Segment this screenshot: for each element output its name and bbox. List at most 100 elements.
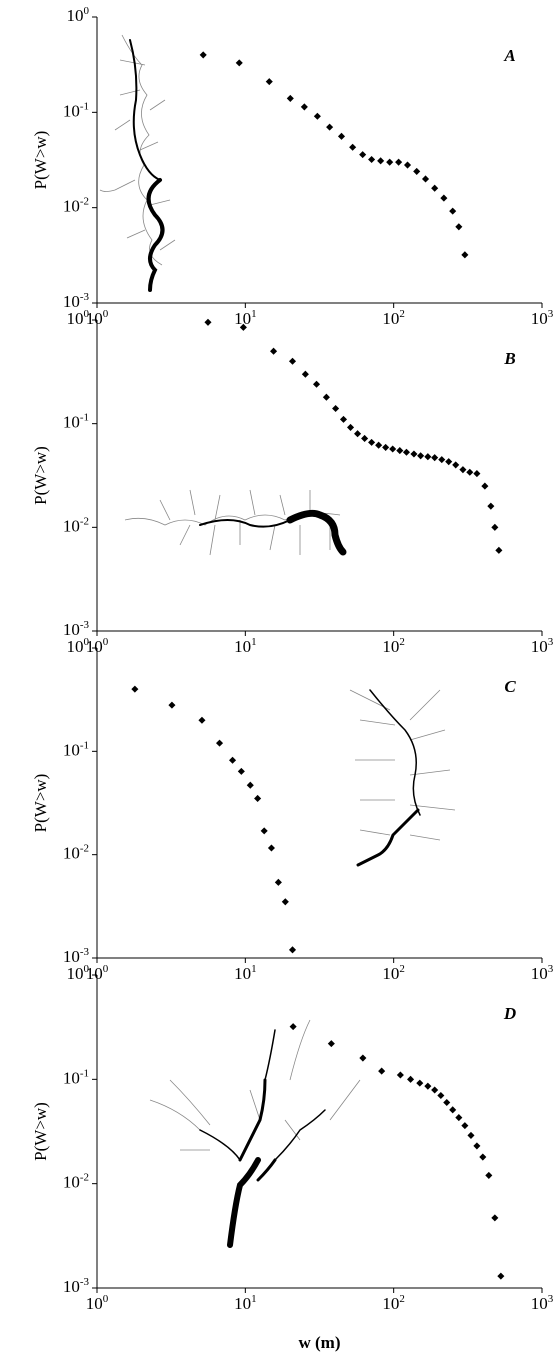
point — [491, 523, 499, 531]
tick-label: 10-1 — [63, 1067, 89, 1087]
tick-label: 10-2 — [63, 195, 89, 215]
point — [270, 347, 278, 355]
tick-label: 101 — [234, 308, 256, 328]
point — [431, 454, 439, 462]
point — [229, 756, 237, 764]
point — [440, 194, 448, 202]
tick-label: 10-3 — [63, 1276, 90, 1296]
tick-label: 10-2 — [63, 515, 89, 535]
point — [339, 415, 348, 423]
point — [389, 445, 397, 453]
point — [407, 1075, 415, 1083]
point — [368, 155, 376, 164]
point — [396, 1071, 404, 1079]
point — [491, 1214, 499, 1222]
y-axis-label: P(W>w) — [31, 774, 50, 833]
point — [485, 1171, 493, 1179]
tick-label: 10-2 — [63, 842, 89, 862]
point — [313, 112, 321, 120]
tick-label: 10-2 — [63, 1171, 89, 1191]
point — [349, 143, 357, 151]
point — [347, 423, 355, 431]
point — [479, 1153, 487, 1161]
point — [288, 357, 297, 365]
point — [452, 461, 460, 469]
point — [466, 468, 474, 476]
tick-label: 102 — [382, 636, 405, 656]
y-axis-label: P(W>w) — [31, 1102, 50, 1161]
point — [495, 546, 503, 554]
point — [361, 434, 369, 442]
point — [354, 430, 362, 438]
tick-label: 100 — [67, 636, 90, 656]
tick-label: 10-3 — [63, 619, 90, 639]
tick-label: 103 — [531, 963, 553, 983]
point — [288, 946, 297, 954]
point — [461, 1122, 469, 1130]
point — [265, 78, 273, 86]
point — [327, 1040, 335, 1048]
tick-label: 103 — [531, 1293, 553, 1313]
point — [497, 1272, 505, 1280]
river-d — [149, 1019, 361, 1248]
panel-letter: D — [503, 1004, 516, 1023]
point — [326, 123, 334, 131]
river-a — [99, 34, 176, 292]
tick-label: 100 — [67, 963, 90, 983]
panel-letter: A — [503, 46, 515, 65]
tick-label: 102 — [382, 963, 405, 983]
tick-label: 10-3 — [63, 291, 90, 311]
river-c — [349, 689, 456, 867]
point — [378, 1067, 386, 1075]
point — [410, 450, 418, 458]
point — [396, 447, 404, 455]
point — [455, 1114, 463, 1122]
point — [487, 502, 495, 510]
tick-label: 100 — [86, 963, 109, 983]
point — [332, 404, 340, 413]
point — [402, 448, 411, 456]
panel-letter: B — [503, 349, 515, 368]
river-b — [124, 489, 347, 556]
point — [239, 323, 247, 331]
point — [377, 157, 385, 165]
tick-label: 101 — [234, 1293, 256, 1313]
point — [438, 456, 446, 464]
point — [281, 898, 289, 906]
point — [235, 59, 243, 67]
tick-label: 103 — [531, 636, 553, 656]
point — [467, 1131, 475, 1139]
point — [386, 158, 394, 166]
point — [417, 452, 425, 460]
point — [431, 1086, 439, 1094]
point — [424, 453, 432, 461]
point — [443, 1098, 451, 1107]
point — [131, 685, 139, 693]
point — [461, 251, 469, 259]
tick-label: 10-1 — [63, 100, 89, 120]
point — [237, 767, 245, 775]
y-axis-label: P(W>w) — [31, 131, 50, 190]
tick-label: 100 — [86, 308, 109, 328]
point — [421, 175, 430, 183]
point — [198, 716, 206, 724]
point — [301, 370, 309, 378]
point — [168, 701, 176, 709]
point — [322, 393, 330, 401]
point — [289, 1023, 297, 1031]
tick-label: 101 — [234, 963, 256, 983]
point — [337, 132, 346, 140]
point — [382, 443, 390, 451]
point — [359, 1054, 367, 1062]
tick-label: 100 — [86, 636, 109, 656]
point — [359, 151, 367, 159]
point — [215, 739, 224, 747]
point — [413, 167, 421, 175]
point — [424, 1082, 432, 1090]
tick-label: 102 — [382, 1293, 405, 1313]
point — [267, 844, 275, 852]
point — [274, 878, 282, 886]
x-axis-label: w (m) — [298, 1333, 340, 1352]
tick-label: 10-1 — [63, 411, 89, 431]
